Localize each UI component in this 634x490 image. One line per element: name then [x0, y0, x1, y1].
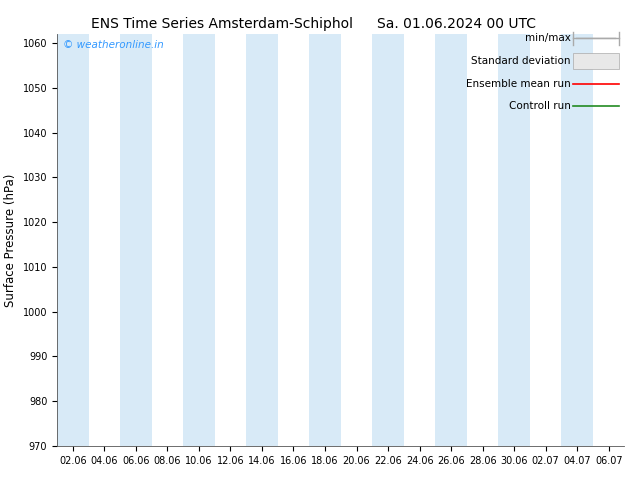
Text: Sa. 01.06.2024 00 UTC: Sa. 01.06.2024 00 UTC: [377, 17, 536, 31]
FancyBboxPatch shape: [573, 53, 619, 69]
Bar: [309, 34, 341, 446]
Text: ENS Time Series Amsterdam-Schiphol: ENS Time Series Amsterdam-Schiphol: [91, 17, 353, 31]
Bar: [562, 34, 593, 446]
Text: Ensemble mean run: Ensemble mean run: [466, 79, 571, 89]
Bar: [498, 34, 530, 446]
Text: Standard deviation: Standard deviation: [471, 56, 571, 66]
Bar: [372, 34, 404, 446]
Bar: [120, 34, 152, 446]
Y-axis label: Surface Pressure (hPa): Surface Pressure (hPa): [4, 173, 17, 307]
Bar: [246, 34, 278, 446]
Text: Controll run: Controll run: [508, 101, 571, 111]
Text: min/max: min/max: [525, 33, 571, 44]
Bar: [183, 34, 215, 446]
Bar: [436, 34, 467, 446]
Bar: [57, 34, 89, 446]
Text: © weatheronline.in: © weatheronline.in: [63, 41, 164, 50]
